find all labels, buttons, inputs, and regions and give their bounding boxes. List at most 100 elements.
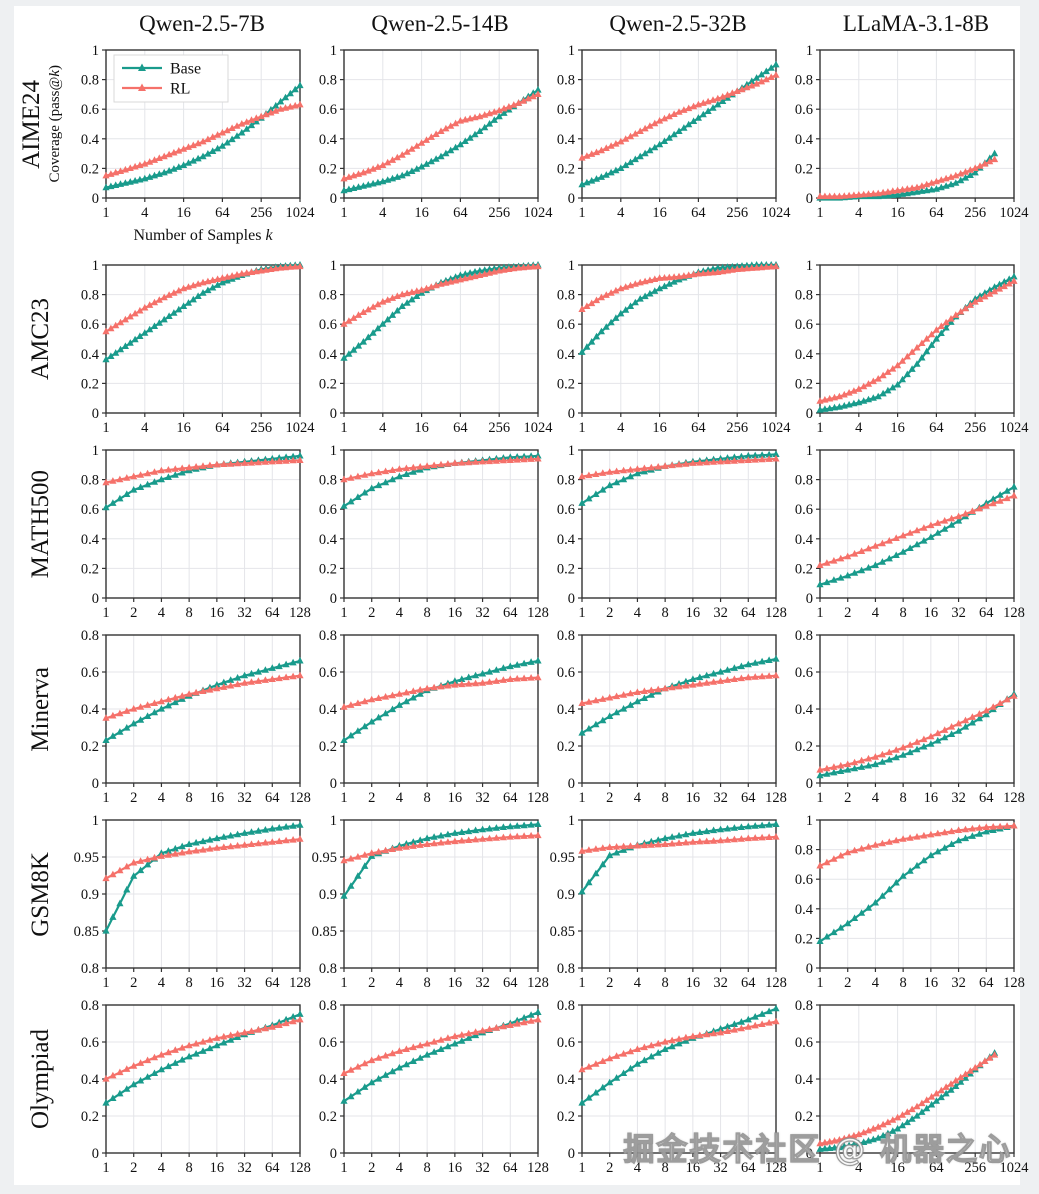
svg-text:0: 0 xyxy=(92,776,99,792)
svg-text:2: 2 xyxy=(606,975,613,991)
chart-amc23-llama-8b: 1 4 16 64 256 1024 0 0.2 0.4 0.6 0.8 1 xyxy=(782,257,1029,442)
svg-text:0.6: 0.6 xyxy=(795,872,813,888)
svg-text:1: 1 xyxy=(578,605,585,621)
svg-text:0.2: 0.2 xyxy=(795,161,813,177)
svg-text:0.4: 0.4 xyxy=(795,347,814,363)
chart-amc23-qwen-32b: 1 4 16 64 256 1024 0 0.2 0.4 0.6 0.8 1 xyxy=(544,257,791,442)
svg-text:2: 2 xyxy=(368,605,375,621)
series-markers-base xyxy=(578,1004,780,1106)
svg-text:8: 8 xyxy=(900,975,907,991)
series-markers-rl xyxy=(102,262,304,335)
chart-canvas: 1 4 16 64 256 1024 0 0.2 0.4 0.6 0.8 1 xyxy=(557,43,791,221)
svg-text:1: 1 xyxy=(340,205,347,221)
svg-text:64: 64 xyxy=(929,205,944,221)
svg-text:64: 64 xyxy=(503,605,518,621)
svg-text:2: 2 xyxy=(130,975,137,991)
chart-math500-llama-8b: 1 2 4 8 16 32 64 128 0 0.2 0.4 0.6 0.8 1 xyxy=(782,442,1025,627)
svg-text:16: 16 xyxy=(890,205,905,221)
svg-text:0.2: 0.2 xyxy=(319,376,337,392)
svg-text:16: 16 xyxy=(924,605,939,621)
svg-text:128: 128 xyxy=(289,605,311,621)
svg-text:32: 32 xyxy=(951,605,966,621)
series-markers-rl xyxy=(102,456,304,486)
svg-text:4: 4 xyxy=(855,1160,863,1176)
svg-text:2: 2 xyxy=(844,790,851,806)
svg-text:0.8: 0.8 xyxy=(319,998,337,1014)
svg-text:4: 4 xyxy=(158,1160,166,1176)
svg-text:0.4: 0.4 xyxy=(81,702,100,718)
chart-gsm8k-qwen-14b: 1 2 4 8 16 32 64 128 0.8 0.85 0.9 0.95 1 xyxy=(306,812,549,997)
svg-text:32: 32 xyxy=(237,975,252,991)
svg-text:0: 0 xyxy=(330,591,337,607)
series-markers-base xyxy=(340,1008,542,1104)
row-label-cell-aime24: AIME24 Coverage (pass@k) xyxy=(14,42,68,257)
svg-text:128: 128 xyxy=(527,605,549,621)
y-axis-label: Coverage (pass@k) xyxy=(47,65,63,183)
chart-canvas: 1 2 4 8 16 32 64 128 0 0.2 0.4 0.6 0.8 1 xyxy=(81,443,311,621)
svg-text:16: 16 xyxy=(686,605,701,621)
svg-text:4: 4 xyxy=(379,420,387,436)
svg-text:16: 16 xyxy=(176,420,191,436)
svg-text:0.8: 0.8 xyxy=(795,73,813,89)
series-markers-rl xyxy=(578,454,780,480)
svg-text:0: 0 xyxy=(568,1146,575,1162)
svg-text:0.9: 0.9 xyxy=(81,887,99,903)
svg-text:1: 1 xyxy=(330,813,337,829)
svg-text:8: 8 xyxy=(424,1160,431,1176)
svg-text:0.4: 0.4 xyxy=(557,702,576,718)
svg-text:64: 64 xyxy=(979,790,994,806)
svg-text:2: 2 xyxy=(606,1160,613,1176)
svg-text:1024: 1024 xyxy=(1000,1160,1030,1176)
svg-text:4: 4 xyxy=(396,975,404,991)
svg-text:2: 2 xyxy=(130,790,137,806)
svg-text:0.6: 0.6 xyxy=(319,665,337,681)
chart-math500-qwen-32b: 1 2 4 8 16 32 64 128 0 0.2 0.4 0.6 0.8 1 xyxy=(544,442,787,627)
chart-minerva-qwen-32b: 1 2 4 8 16 32 64 128 0 0.2 0.4 0.6 0.8 xyxy=(544,627,787,812)
svg-text:1: 1 xyxy=(816,205,823,221)
svg-text:8: 8 xyxy=(662,605,669,621)
svg-text:16: 16 xyxy=(210,790,225,806)
svg-text:0: 0 xyxy=(806,776,813,792)
svg-text:16: 16 xyxy=(890,1160,905,1176)
svg-text:16: 16 xyxy=(652,205,667,221)
series-markers-base xyxy=(102,1010,304,1106)
svg-text:128: 128 xyxy=(1003,605,1025,621)
series-markers-rl xyxy=(340,1015,542,1076)
svg-text:4: 4 xyxy=(872,790,880,806)
svg-text:4: 4 xyxy=(396,605,404,621)
svg-text:1: 1 xyxy=(816,420,823,436)
svg-text:0.85: 0.85 xyxy=(74,924,99,940)
svg-text:1024: 1024 xyxy=(286,205,316,221)
svg-text:0.6: 0.6 xyxy=(795,665,813,681)
svg-text:64: 64 xyxy=(741,1160,756,1176)
svg-text:2: 2 xyxy=(844,605,851,621)
svg-text:32: 32 xyxy=(475,790,490,806)
svg-text:4: 4 xyxy=(855,420,863,436)
series-markers-rl xyxy=(816,692,1018,773)
svg-text:2: 2 xyxy=(368,790,375,806)
svg-text:1: 1 xyxy=(102,605,109,621)
svg-text:4: 4 xyxy=(141,420,149,436)
svg-text:0.2: 0.2 xyxy=(81,161,99,177)
chart-canvas: 1 4 16 64 256 1024 0 0.2 0.4 0.6 0.8 1 xyxy=(81,258,315,436)
series-markers-rl xyxy=(340,262,542,327)
svg-text:128: 128 xyxy=(527,1160,549,1176)
svg-text:0.4: 0.4 xyxy=(319,532,338,548)
column-header-qwen-14b: Qwen-2.5-14B xyxy=(371,11,509,36)
svg-text:128: 128 xyxy=(765,1160,787,1176)
series-markers-base xyxy=(816,821,1018,944)
series-markers-rl xyxy=(578,71,780,161)
svg-text:64: 64 xyxy=(215,205,230,221)
svg-text:64: 64 xyxy=(265,605,280,621)
svg-text:0.8: 0.8 xyxy=(81,73,99,89)
svg-text:0.4: 0.4 xyxy=(81,132,100,148)
row-label-gsm8k: GSM8K xyxy=(27,851,54,937)
chart-canvas: 1 2 4 8 16 32 64 128 0 0.2 0.4 0.6 0.8 xyxy=(319,998,549,1176)
svg-text:128: 128 xyxy=(289,1160,311,1176)
svg-text:2: 2 xyxy=(606,790,613,806)
series-markers-rl xyxy=(102,671,304,721)
svg-text:4: 4 xyxy=(396,790,404,806)
svg-text:0.2: 0.2 xyxy=(795,376,813,392)
svg-text:16: 16 xyxy=(210,605,225,621)
svg-text:0.8: 0.8 xyxy=(557,998,575,1014)
